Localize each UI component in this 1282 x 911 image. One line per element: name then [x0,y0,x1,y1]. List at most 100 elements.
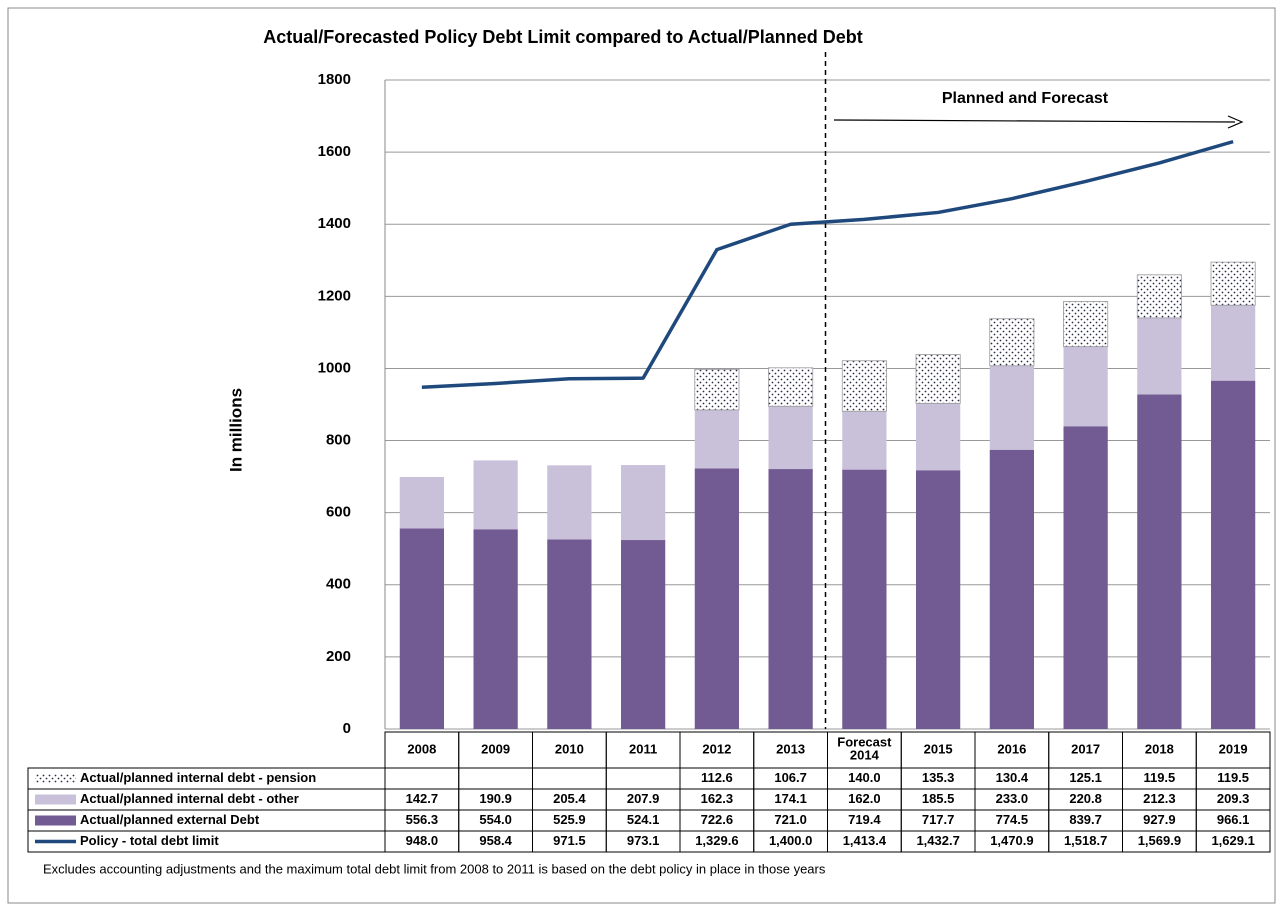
bar-segment [547,539,592,729]
bar-segment [547,465,592,540]
legend-label: Actual/planned internal debt - pension [80,770,316,785]
y-tick-label: 1400 [318,215,351,232]
table-value: 135.3 [922,770,955,785]
table-value: 524.1 [627,812,660,827]
y-tick-label: 1800 [318,71,351,88]
table-value: 162.3 [701,791,734,806]
y-tick-label: 1600 [318,143,351,160]
table-value: 554.0 [479,812,512,827]
table-value: 958.4 [479,833,512,848]
table-value: 142.7 [406,791,439,806]
y-tick-label: 800 [326,432,351,449]
x-tick-label: 2010 [555,741,584,756]
chart-title: Actual/Forecasted Policy Debt Limit comp… [263,27,862,47]
table-value: 140.0 [848,770,881,785]
x-tick-label: 2016 [997,741,1026,756]
bar-segment [989,365,1034,450]
table-value: 190.9 [479,791,512,806]
footnote: Excludes accounting adjustments and the … [43,861,826,876]
table-value: 1,470.9 [990,833,1033,848]
table-value: 839.7 [1069,812,1102,827]
x-tick-label: 2018 [1145,741,1174,756]
bar-segment [1210,261,1256,306]
table-value: 1,569.9 [1138,833,1181,848]
table-value: 971.5 [553,833,586,848]
table-value: 125.1 [1069,770,1102,785]
bar-segment [989,449,1034,729]
x-tick-label: 2011 [629,741,657,756]
bar-segment [989,318,1035,367]
table-value: 212.3 [1143,791,1176,806]
x-tick-label: 2019 [1219,741,1248,756]
bar-segment [841,360,887,412]
bar-segment [399,476,444,529]
bar-segment [1136,274,1182,319]
legend-key [35,794,76,805]
y-tick-label: 600 [326,504,351,521]
y-tick-label: 200 [326,648,351,665]
arrow-head [1227,115,1244,129]
y-tick-label: 1200 [318,287,351,304]
table-value: 1,432.7 [916,833,959,848]
table-value: 927.9 [1143,812,1176,827]
y-tick-label: 400 [326,576,351,593]
table-value: 719.4 [848,812,881,827]
bar-segment [473,529,518,729]
table-value: 556.3 [406,812,439,827]
forecast-arrow [833,119,1236,123]
table-value: 973.1 [627,833,660,848]
table-value: 1,400.0 [769,833,812,848]
bar-segment [621,465,666,541]
y-tick-label: 1000 [318,359,351,376]
table-value: 1,329.6 [695,833,738,848]
bar-segment [1211,305,1256,381]
table-value: 721.0 [774,812,807,827]
bar-segment [842,411,887,470]
legend-label: Policy - total debt limit [80,833,219,848]
bar-segment [1063,426,1108,729]
table-value: 722.6 [701,812,734,827]
legend-key [35,815,76,826]
y-axis-label: In millions [226,388,245,472]
annotation: Planned and Forecast [942,90,1109,107]
table-value: 185.5 [922,791,955,806]
bar-segment [694,468,739,729]
table-value: 717.7 [922,812,955,827]
legend-key [35,773,76,784]
table-value: 112.6 [701,770,733,785]
bar-segment [842,469,887,729]
table-value: 774.5 [996,812,1029,827]
table-value: 130.4 [996,770,1029,785]
table-value: 1,629.1 [1211,833,1254,848]
bar-segment [1063,346,1108,427]
x-tick-label: 2015 [924,741,953,756]
x-tick-label: 2013 [776,741,805,756]
bar-segment [916,403,961,471]
table-value: 1,518.7 [1064,833,1107,848]
table-value: 119.5 [1217,770,1249,785]
table-value: 207.9 [627,791,660,806]
table-value: 119.5 [1143,770,1175,785]
table-cell [1195,830,1271,853]
bar-segment [1211,380,1256,729]
bar-segment [1137,394,1182,729]
bar-segment [1063,301,1109,348]
bar-segment [916,470,961,729]
x-tick-label: 2012 [702,741,731,756]
bar-segment [621,540,666,729]
table-value: 106.7 [774,770,807,785]
bar-segment [473,460,518,530]
table-value: 966.1 [1217,812,1250,827]
y-tick-label: 0 [343,720,351,737]
table-value: 1,413.4 [843,833,887,848]
bar-segment [768,469,813,729]
table-value: 162.0 [848,791,881,806]
bar-segment [768,367,814,407]
bar-segment [694,409,739,469]
x-tick-label: 2008 [407,741,436,756]
table-value: 205.4 [553,791,586,806]
legend-label: Actual/planned internal debt - other [80,791,299,806]
line-series [421,139,1234,389]
bar-segment [768,406,813,470]
